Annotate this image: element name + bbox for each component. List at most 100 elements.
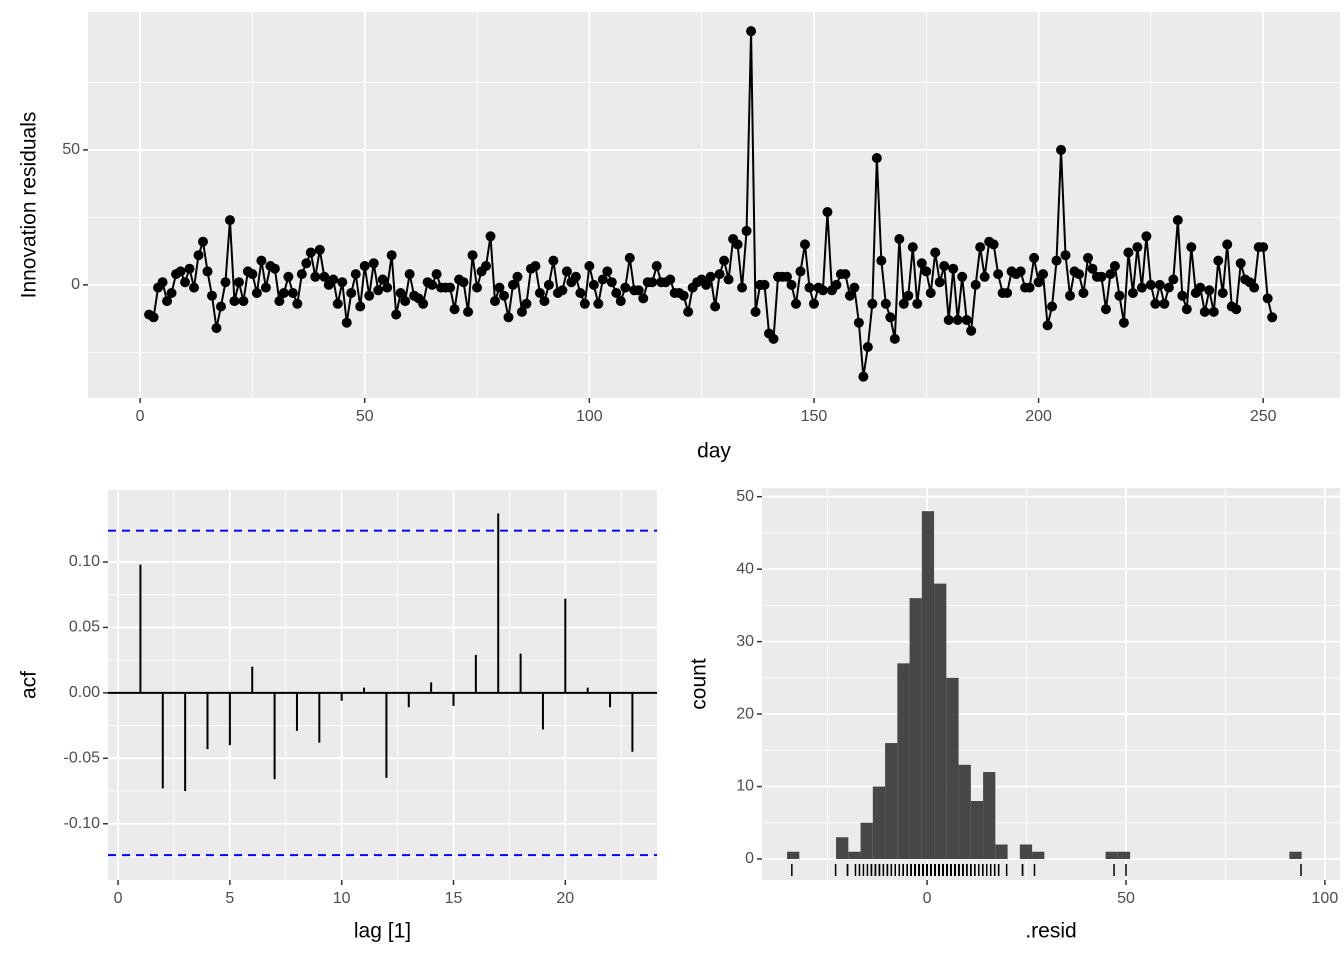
y-tick-label: 0	[71, 276, 80, 293]
histogram-bar	[860, 822, 873, 859]
residual-point	[651, 261, 662, 272]
residual-point	[1118, 317, 1129, 328]
histogram-bar	[872, 786, 886, 859]
histogram-bar	[787, 851, 800, 859]
residual-point	[1015, 266, 1026, 277]
residual-point	[296, 269, 307, 280]
residual-point	[1231, 304, 1242, 315]
residual-point	[1159, 298, 1170, 309]
residual-point	[1141, 231, 1152, 242]
x-tick-label: 250	[1250, 408, 1277, 425]
residual-point	[1114, 290, 1125, 301]
residual-point	[885, 312, 896, 323]
residual-point	[189, 282, 200, 293]
residual-point	[498, 290, 509, 301]
residual-point	[260, 282, 271, 293]
residual-point	[840, 269, 851, 280]
residual-point	[494, 282, 505, 293]
residual-point	[1100, 304, 1111, 315]
residual-point	[602, 266, 613, 277]
residual-point	[1065, 290, 1076, 301]
residual-point	[1127, 287, 1138, 298]
residual-point	[912, 298, 923, 309]
residual-point	[746, 26, 757, 37]
residual-point	[903, 290, 914, 301]
residual-point	[341, 317, 352, 328]
residual-point	[795, 266, 806, 277]
residual-point	[445, 282, 456, 293]
residual-point	[849, 282, 860, 293]
residual-point	[1073, 269, 1084, 280]
residual-point	[741, 225, 752, 236]
residual-point	[620, 282, 631, 293]
y-tick-label: 0	[745, 850, 754, 867]
residual-point	[786, 279, 797, 290]
residual-point	[817, 285, 828, 296]
residual-point	[368, 258, 379, 269]
x-axis-title: .resid	[1025, 920, 1076, 943]
residual-point	[597, 274, 608, 285]
residual-point	[871, 153, 882, 164]
residual-point	[1051, 255, 1062, 266]
residual-point	[485, 231, 496, 242]
residual-point	[970, 279, 981, 290]
y-tick-label: 40	[736, 560, 754, 577]
residual-point	[898, 298, 909, 309]
histogram-bar	[995, 844, 1008, 859]
residual-point	[1213, 255, 1224, 266]
histogram-bar	[1032, 851, 1045, 859]
residual-point	[364, 290, 375, 301]
residual-point	[867, 298, 878, 309]
residual-point	[1181, 304, 1192, 315]
residual-point	[391, 309, 402, 320]
histogram-bar	[885, 743, 898, 859]
residual-point	[988, 239, 999, 250]
residual-point	[799, 239, 810, 250]
residual-point	[916, 258, 927, 269]
residual-point	[921, 266, 932, 277]
y-axis-title: Innovation residuals	[18, 112, 41, 299]
residual-point	[1047, 301, 1058, 312]
residual-point	[934, 277, 945, 288]
residual-point	[1168, 274, 1179, 285]
residual-point	[472, 282, 483, 293]
y-tick-label: 20	[736, 705, 754, 722]
residual-point	[269, 263, 280, 274]
residual-point	[575, 287, 586, 298]
residual-point	[781, 271, 792, 282]
residual-point	[377, 274, 388, 285]
residual-point	[1024, 282, 1035, 293]
residual-point	[759, 279, 770, 290]
residual-point	[858, 371, 869, 382]
residual-point	[925, 287, 936, 298]
residual-point	[1249, 282, 1260, 293]
x-tick-label: 200	[1025, 408, 1052, 425]
residual-point	[975, 242, 986, 253]
histogram-bar	[848, 851, 861, 859]
x-axis-title: day	[697, 440, 731, 463]
histogram-bar	[983, 772, 996, 859]
residual-point	[678, 290, 689, 301]
residual-point	[337, 277, 348, 288]
residual-point	[1195, 282, 1206, 293]
x-tick-label: 0	[923, 890, 932, 907]
residual-point	[943, 314, 954, 325]
residual-point	[274, 296, 285, 307]
residual-point	[548, 255, 559, 266]
residual-point	[247, 269, 258, 280]
residual-point	[876, 255, 887, 266]
residual-point	[579, 298, 590, 309]
residual-point	[463, 306, 474, 317]
residual-point	[512, 271, 523, 282]
y-tick-label: 10	[736, 778, 754, 795]
residual-point	[1087, 263, 1098, 274]
residual-point	[993, 269, 1004, 280]
x-tick-label: 10	[333, 890, 351, 907]
residual-point	[229, 296, 240, 307]
residual-point	[328, 274, 339, 285]
residual-point	[1033, 277, 1044, 288]
x-axis-title: lag [1]	[354, 920, 411, 943]
residual-point	[431, 269, 442, 280]
residual-point	[287, 287, 298, 298]
residual-point	[220, 277, 231, 288]
